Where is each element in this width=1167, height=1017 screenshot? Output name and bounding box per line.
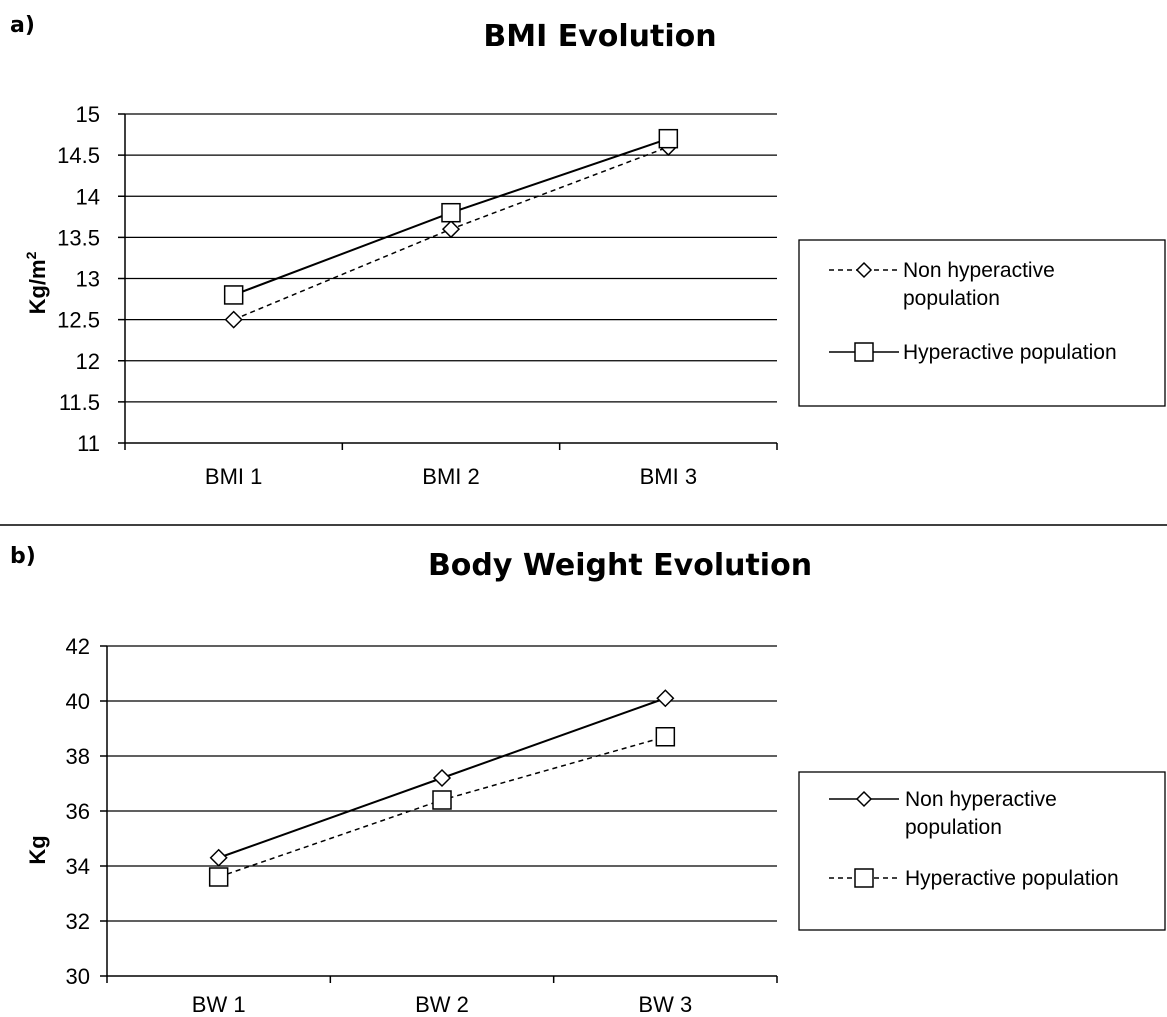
x-tick-label-b-0: BW 1 <box>192 992 246 1017</box>
plot-area-a: 11 11.5 12 12.5 13 13.5 14 14.5 15 BMI 1 BMI 2 BMI … <box>57 102 778 489</box>
panel-label-a: a) <box>10 13 35 38</box>
legend-b-label-0-line-1: Non hyperactive <box>905 788 1057 811</box>
data-point-square-a-1-0 <box>223 285 244 305</box>
legend-a-label-0-line-2: population <box>903 287 1000 310</box>
data-point-square-b-1-1 <box>432 790 452 810</box>
y-tick-label-a-1: 11.5 <box>59 390 100 415</box>
legend-b-label-1: Hyperactive population <box>905 867 1119 890</box>
data-point-diamond-b-0-0 <box>209 848 228 867</box>
y-tick-label-b-1: 32 <box>66 909 90 934</box>
y-axis-label-b-base: Kg <box>25 835 50 864</box>
legend-b-diamond-marker <box>855 790 873 808</box>
x-tick-label-a-0: BMI 1 <box>205 464 262 489</box>
y-tick-label-b-3: 36 <box>66 799 90 824</box>
data-point-square-b-1-0 <box>208 867 229 887</box>
y-tick-label-b-5: 40 <box>66 689 90 714</box>
legend-b-label-0-line-2: population <box>905 816 1002 839</box>
legend-a-label-1: Hyperactive population <box>903 341 1117 364</box>
y-axis-label-a-base: Kg/m <box>25 259 50 314</box>
x-tick-label-b-1: BW 2 <box>415 992 469 1017</box>
y-tick-label-b-2: 34 <box>66 854 90 879</box>
data-point-diamond-b-0-1 <box>432 768 452 788</box>
chart-title-b: Body Weight Evolution <box>428 548 812 583</box>
data-point-square-a-1-1 <box>441 202 461 223</box>
data-point-diamond-a-0-1 <box>441 220 461 239</box>
y-tick-label-a-7: 14.5 <box>57 143 100 168</box>
chart-title-a: BMI Evolution <box>483 19 716 54</box>
y-tick-label-a-2: 12 <box>76 349 100 374</box>
chart-panel-b: b) Body Weight Evolution Kg 30 32 34 36 38 40… <box>10 544 1166 1017</box>
x-tick-label-a-2: BMI 3 <box>640 464 697 489</box>
y-axis-label-b: Kg <box>25 835 50 864</box>
y-tick-label-a-4: 13 <box>76 267 100 292</box>
y-tick-label-a-8: 15 <box>76 102 100 127</box>
data-point-diamond-b-0-2 <box>656 689 675 708</box>
plot-area-b: 30 32 34 36 38 40 42 BW 1 BW 2 BW 3 <box>66 634 778 1017</box>
y-axis-label-a: Kg/m2 <box>23 251 50 314</box>
y-tick-label-b-4: 38 <box>66 744 90 769</box>
x-tick-label-b-2: BW 3 <box>638 992 692 1017</box>
y-tick-label-a-6: 14 <box>76 184 100 209</box>
chart-panel-a: a) BMI Evolution Kg/m2 11 11.5 12 12.5 13 13.… <box>10 13 1166 489</box>
y-tick-label-a-0: 11 <box>77 431 100 456</box>
legend-a-diamond-marker <box>855 261 873 279</box>
legend-b-square-marker <box>854 868 874 888</box>
data-point-square-b-1-2 <box>655 727 676 747</box>
panel-label-b: b) <box>10 544 36 569</box>
x-tick-label-a-1: BMI 2 <box>422 464 479 489</box>
legend-a: Non hyperactive population Hyperactive p… <box>798 239 1166 407</box>
y-tick-label-a-5: 13.5 <box>57 225 100 250</box>
y-tick-label-b-0: 30 <box>66 964 90 989</box>
y-axis-label-a-sup: 2 <box>23 251 39 259</box>
y-tick-label-b-6: 42 <box>66 634 90 659</box>
legend-a-label-0-line-1: Non hyperactive <box>903 259 1055 282</box>
data-point-diamond-a-0-0 <box>224 310 243 329</box>
y-tick-label-a-3: 12.5 <box>57 308 100 333</box>
data-point-square-a-1-2 <box>658 128 679 149</box>
legend-b: Non hyperactive population Hyperactive p… <box>798 771 1166 931</box>
legend-a-square-marker <box>854 342 874 362</box>
